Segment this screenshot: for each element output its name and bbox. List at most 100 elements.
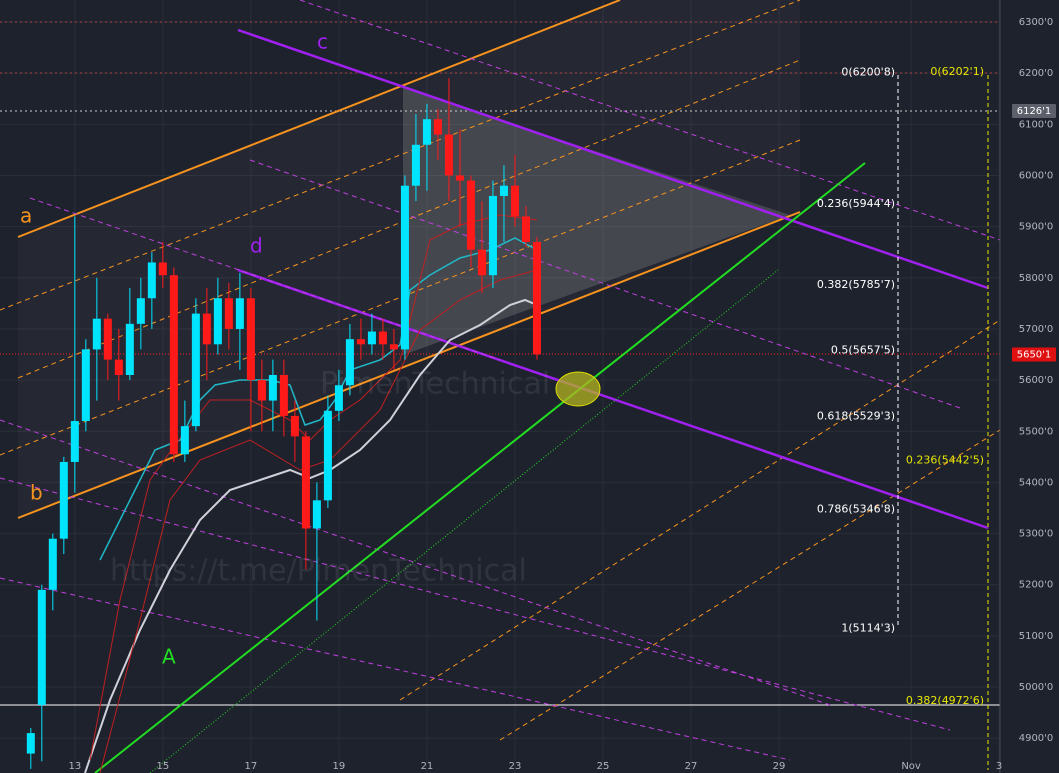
candle-body (213, 298, 222, 345)
candle-body (235, 298, 244, 329)
candle-body (433, 119, 442, 135)
y-tick-label: 5200'0 (1019, 580, 1054, 591)
fib-label: 0.382(5785'7) (817, 278, 895, 291)
fib-label: 0.382(4972'6) (906, 694, 984, 707)
candle-body (81, 349, 90, 422)
candle-body (37, 589, 46, 705)
x-tick-label: 29 (773, 761, 786, 772)
annotation: a (20, 204, 32, 228)
y-tick-label: 6200'0 (1019, 68, 1054, 79)
candle-body (180, 426, 189, 455)
price-marker-label: 5650'1 (1017, 349, 1052, 360)
channel-dash (0, 0, 801, 311)
x-tick-label: 21 (421, 761, 434, 772)
y-tick-label: 5100'0 (1019, 631, 1054, 642)
channel-dash (17, 59, 801, 379)
labels: 4900'0 5000'0 5100'0 5200'0 5300'0 5400'0 5500… (68, 17, 1056, 772)
y-tick-label: 5900'0 (1019, 222, 1054, 233)
fib-label: 0.236(5944'4) (817, 197, 895, 210)
price-axis (1000, 0, 1059, 773)
fib-label: 0.5(5657'5) (831, 344, 895, 357)
fib-label: 0(6200'8) (841, 66, 895, 79)
candle-body (389, 344, 398, 350)
candle-body (455, 175, 464, 181)
channel-dash (499, 429, 1001, 741)
candle-body (400, 185, 409, 350)
highlight-ellipse (555, 371, 601, 407)
x-tick-label: 27 (685, 761, 698, 772)
candle-body (125, 323, 134, 375)
candle-body (257, 380, 266, 401)
candle-body (444, 134, 453, 176)
x-tick-label: Nov (901, 761, 921, 772)
moving-average (99, 269, 538, 773)
x-tick-label: 25 (597, 761, 610, 772)
purple-dash (29, 197, 501, 361)
fib-label: 0.786(5346'8) (817, 503, 895, 516)
fib-label: 0(6202'1) (930, 65, 984, 78)
y-tick-label: 5700'0 (1019, 324, 1054, 335)
annotation: c (317, 30, 328, 54)
candle-body (169, 275, 178, 455)
candle-body (323, 410, 332, 501)
y-tick-label: 5300'0 (1019, 529, 1054, 540)
y-tick-label: 4900'0 (1019, 733, 1054, 744)
candle-body (521, 216, 530, 242)
candle-body (367, 331, 376, 345)
y-tick-label: 5000'0 (1019, 682, 1054, 693)
annotation: A (162, 645, 176, 669)
watermark: PimenTechnical (320, 367, 550, 402)
candle-body (279, 374, 288, 416)
purple-dash (0, 477, 951, 731)
purple-dash (299, 0, 1001, 241)
candle-body (301, 436, 310, 529)
annotation: d (250, 234, 263, 258)
candle-body (312, 500, 321, 529)
candle-body (224, 298, 233, 329)
candle-body (103, 318, 112, 360)
x-tick-label: 23 (509, 761, 522, 772)
candle-body (356, 339, 365, 345)
y-tick-label: 6000'0 (1019, 170, 1054, 181)
candle-body (191, 313, 200, 427)
candle-body (246, 298, 255, 381)
candle-body (334, 385, 343, 411)
candle-body (345, 339, 354, 386)
price-marker-label: 6126'1 (1017, 106, 1052, 117)
fib-label: 1(5114'3) (841, 622, 895, 635)
x-tick-label: 13 (68, 761, 81, 772)
candle-body (26, 733, 35, 754)
y-tick-label: 5500'0 (1019, 426, 1054, 437)
triangle (403, 88, 790, 355)
candle-body (466, 180, 475, 250)
purple-dash (0, 577, 791, 761)
y-tick-label: 6100'0 (1019, 119, 1054, 130)
channel-dash (399, 319, 1001, 701)
annotation: b (30, 481, 43, 505)
x-tick-label: 19 (333, 761, 346, 772)
candle-body (422, 119, 431, 145)
moving-average (84, 298, 538, 773)
candle-body (136, 298, 145, 324)
channel-line (17, 211, 801, 519)
candle-body (510, 185, 519, 217)
candle-body (378, 331, 387, 345)
x-tick-label: 15 (156, 761, 169, 772)
x-tick-label: 17 (245, 761, 258, 772)
drawings (0, 0, 1001, 773)
candle-body (499, 185, 508, 196)
candle-body (59, 461, 68, 539)
candle-body (488, 195, 497, 276)
fib-label: 0.236(5442'5) (906, 454, 984, 467)
candle-body (477, 249, 486, 276)
candle-body (158, 262, 167, 276)
candle-body (532, 241, 541, 355)
trend-a (94, 162, 866, 773)
watermark: https://t.me/PimenTechnical (110, 554, 527, 589)
candle-body (70, 421, 79, 462)
candle-body (202, 313, 211, 345)
candle-body (290, 415, 299, 437)
x-tick-label: 3 (996, 761, 1002, 772)
